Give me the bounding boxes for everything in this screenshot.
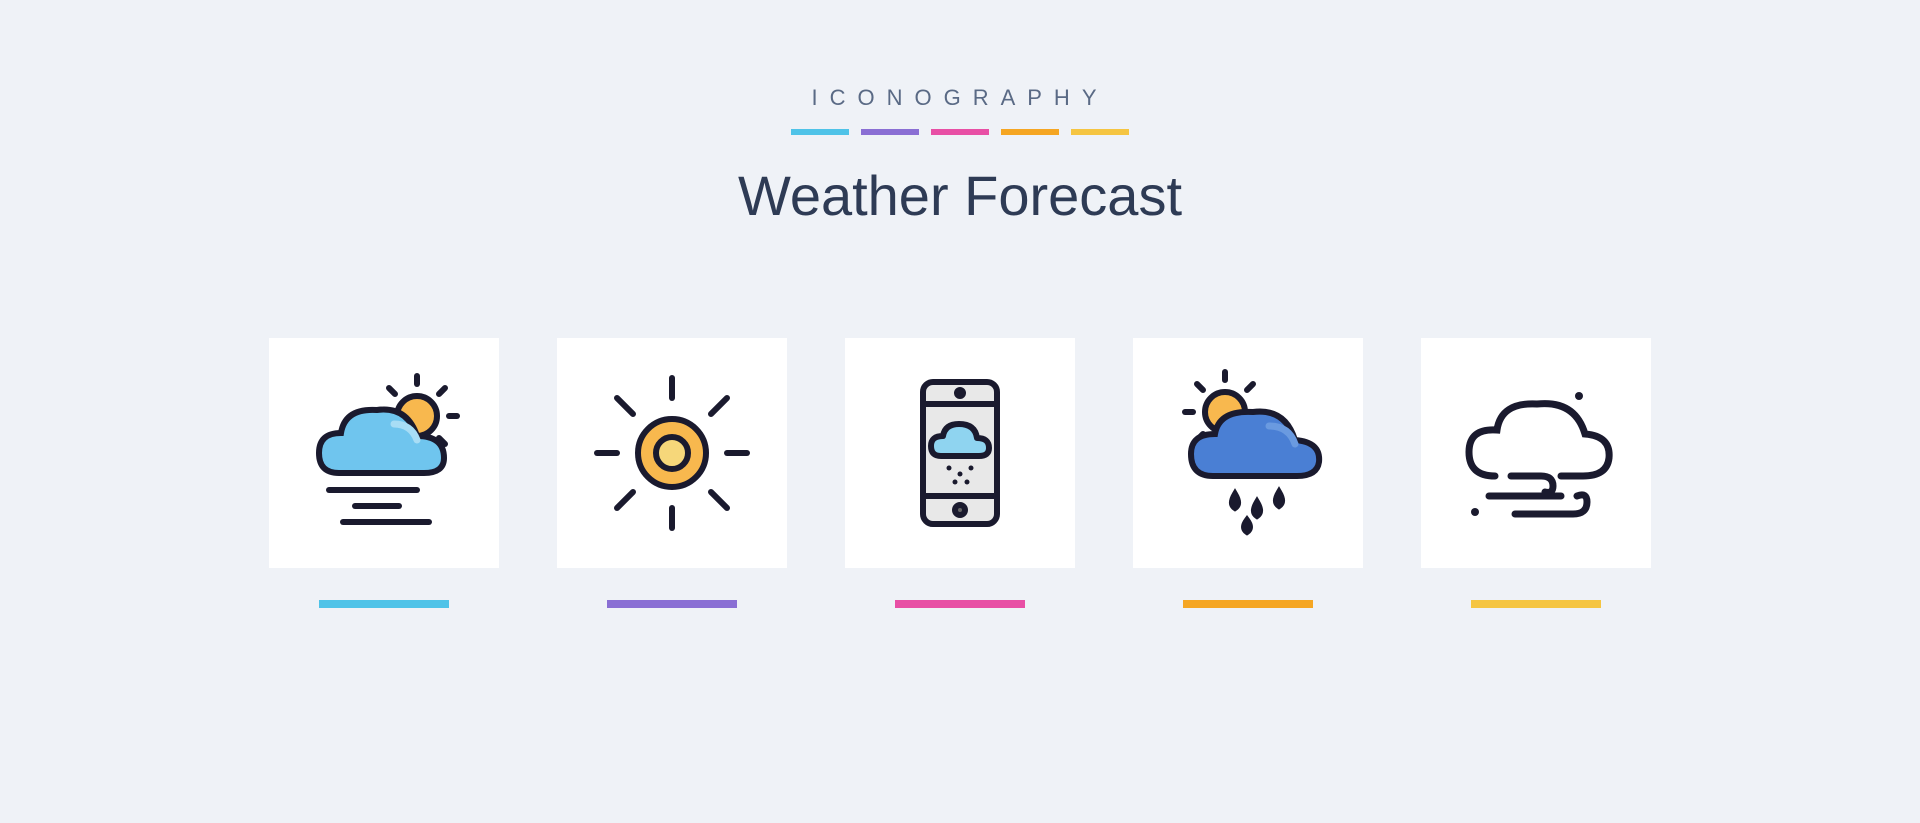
sun-icon <box>587 368 757 538</box>
card-underline <box>607 600 737 608</box>
title-text: Weather Forecast <box>738 163 1182 228</box>
accent-bar-4 <box>1001 129 1059 135</box>
icon-tile <box>557 338 787 568</box>
accent-bar-1 <box>791 129 849 135</box>
header: ICONOGRAPHY Weather Forecast <box>738 85 1182 228</box>
sun-cloud-rain-icon <box>1163 368 1333 538</box>
icon-tile <box>1133 338 1363 568</box>
card-underline <box>1471 600 1601 608</box>
icon-tile <box>1421 338 1651 568</box>
accent-row <box>738 129 1182 135</box>
icon-card-sun <box>557 338 787 608</box>
icon-row <box>269 338 1651 608</box>
sun-cloud-wind-icon <box>299 368 469 538</box>
card-underline <box>319 600 449 608</box>
icon-tile <box>845 338 1075 568</box>
accent-bar-2 <box>861 129 919 135</box>
eyebrow-text: ICONOGRAPHY <box>738 85 1182 111</box>
phone-weather-icon <box>875 368 1045 538</box>
icon-card-sun-cloud-wind <box>269 338 499 608</box>
icon-card-cloud-wind <box>1421 338 1651 608</box>
icon-tile <box>269 338 499 568</box>
accent-bar-3 <box>931 129 989 135</box>
card-underline <box>895 600 1025 608</box>
icon-card-phone-weather <box>845 338 1075 608</box>
cloud-wind-icon <box>1451 368 1621 538</box>
icon-card-sun-cloud-rain <box>1133 338 1363 608</box>
card-underline <box>1183 600 1313 608</box>
accent-bar-5 <box>1071 129 1129 135</box>
